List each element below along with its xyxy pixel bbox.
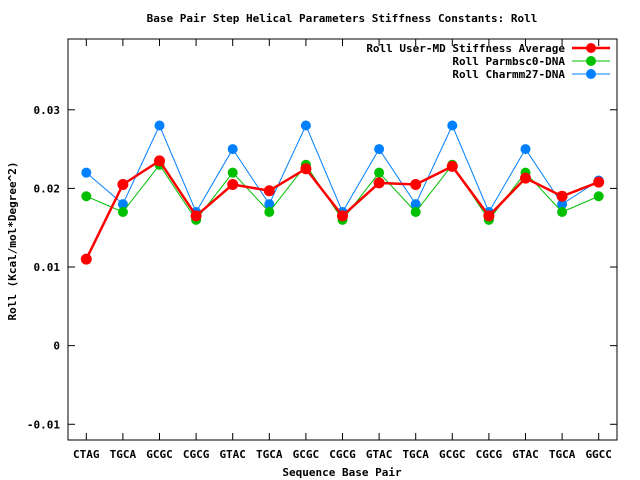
data-point (117, 178, 129, 190)
x-tick-label: TGCA (402, 448, 429, 461)
data-point (557, 199, 568, 210)
x-axis-label: Sequence Base Pair (282, 466, 402, 479)
legend-marker (586, 69, 596, 79)
x-tick-label: GTAC (512, 448, 539, 461)
y-axis-label: Roll (Kcal/mol*Degree^2) (6, 162, 19, 321)
y-tick-label: 0.01 (34, 261, 61, 274)
data-point (410, 199, 421, 210)
data-point (117, 199, 128, 210)
data-point (373, 177, 385, 189)
data-point (483, 210, 495, 222)
legend-marker (586, 43, 596, 53)
y-axis-ticks: -0.01 0 0.01 0.02 0.03 (27, 104, 617, 431)
data-point (410, 206, 421, 217)
x-tick-label: GCGC (439, 448, 466, 461)
data-point (300, 120, 311, 131)
y-tick-label: 0.02 (34, 182, 61, 195)
data-point (264, 199, 275, 210)
data-point (410, 178, 422, 190)
x-tick-label: CGCG (329, 448, 356, 461)
data-point (154, 120, 165, 131)
data-point (300, 163, 312, 175)
x-tick-label: TGCA (256, 448, 283, 461)
y-tick-label: 0 (53, 340, 60, 353)
data-point (264, 206, 275, 217)
legend-label: Roll Charmm27-DNA (452, 68, 565, 81)
x-axis-ticks: CTAG TGCA GCGC CGCG GTAC TGCA GCGC CGCG GTAC TGCA… (73, 39, 612, 461)
plot-frame (67, 38, 618, 441)
data-point (520, 172, 531, 184)
y-tick-label: 0.03 (34, 104, 61, 117)
data-point (80, 253, 92, 265)
data-point (227, 144, 238, 155)
data-point (593, 191, 604, 202)
data-point (227, 178, 239, 190)
x-tick-label: GCGC (293, 448, 320, 461)
y-tick-label: -0.01 (27, 418, 60, 431)
series-0 (80, 155, 605, 265)
data-point (263, 185, 275, 197)
x-tick-label: TGCA (549, 448, 576, 461)
legend-label: Roll Parmbsc0-DNA (452, 55, 565, 68)
data-point (81, 167, 92, 178)
data-point (154, 155, 165, 167)
data-point (446, 160, 458, 172)
data-point (81, 191, 92, 202)
x-tick-label: GTAC (366, 448, 393, 461)
x-tick-label: TGCA (110, 448, 137, 461)
data-point (374, 144, 385, 155)
data-point (556, 190, 568, 202)
data-point (337, 210, 348, 222)
data-point (227, 167, 238, 178)
legend-marker (586, 56, 596, 66)
x-tick-label: CGCG (476, 448, 503, 461)
data-point (447, 120, 458, 131)
legend-label: Roll User-MD Stiffness Average (366, 42, 565, 55)
x-tick-label: CTAG (73, 448, 100, 461)
x-tick-label: CGCG (183, 448, 210, 461)
data-point (520, 144, 531, 155)
data-point (374, 167, 385, 178)
chart-title: Base Pair Step Helical Parameters Stiffn… (147, 12, 538, 25)
data-point (190, 210, 202, 222)
series-line (85, 124, 599, 214)
x-tick-label: GCGC (146, 448, 173, 461)
series-layer (80, 120, 605, 265)
data-point (557, 206, 568, 217)
x-tick-label: GGCC (585, 448, 612, 461)
data-point (593, 176, 605, 188)
data-point (117, 206, 128, 217)
x-tick-label: GTAC (219, 448, 246, 461)
